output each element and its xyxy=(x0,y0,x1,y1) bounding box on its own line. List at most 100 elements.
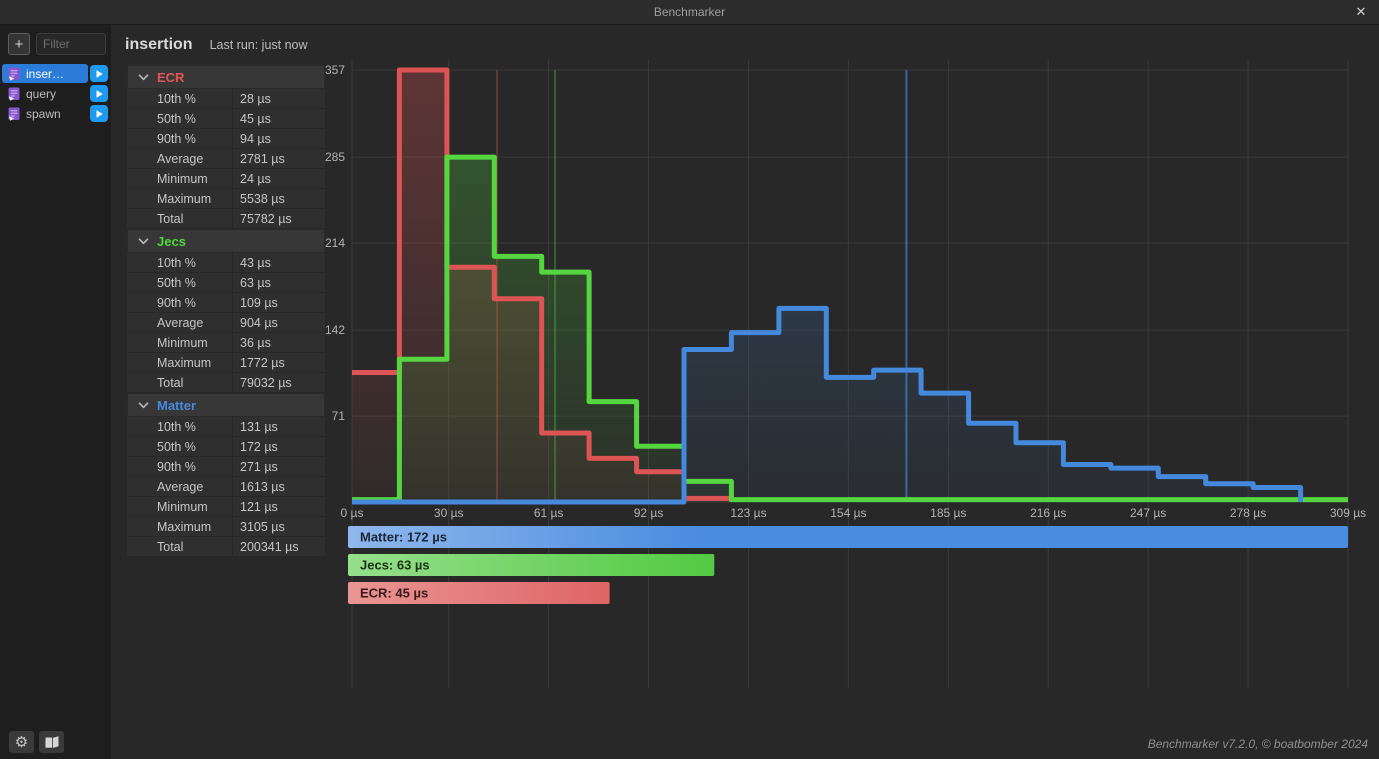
stat-row: 90th % 109 µs xyxy=(127,293,325,313)
benchmark-item[interactable]: query xyxy=(2,84,108,103)
stat-row: 10th % 43 µs xyxy=(127,253,325,273)
stat-label: Maximum xyxy=(157,191,212,206)
benchmark-item-main[interactable]: inser… xyxy=(2,64,88,83)
script-icon xyxy=(8,87,20,101)
stat-value: 131 µs xyxy=(232,417,325,436)
sidebar-bottom-toolbar: ⚙ xyxy=(9,731,64,753)
docs-button[interactable] xyxy=(39,731,64,753)
run-benchmark-button[interactable] xyxy=(90,105,108,122)
add-benchmark-button[interactable]: + xyxy=(8,33,30,55)
stat-label: Total xyxy=(157,375,184,390)
legend-bar-highlight xyxy=(348,554,715,576)
stat-row: Total 79032 µs xyxy=(127,373,325,393)
stat-value: 271 µs xyxy=(232,457,325,476)
stat-label: Minimum xyxy=(157,335,208,350)
benchmark-item-main[interactable]: spawn xyxy=(2,104,88,123)
stat-label: 50th % xyxy=(157,439,196,454)
main-header: insertion Last run: just now xyxy=(125,36,308,54)
stat-row: Maximum 5538 µs xyxy=(127,189,325,209)
series-line-matter xyxy=(352,305,1304,505)
y-axis-label: 71 xyxy=(332,409,346,423)
version-label: Benchmarker v7.2.0, © boatbomber 2024 xyxy=(1147,737,1368,751)
sidebar: + inser… query spawn ⚙ xyxy=(0,25,111,759)
y-axis-label: 142 xyxy=(325,323,345,337)
legend-bar-matter xyxy=(348,526,1348,548)
stats-section-name: ECR xyxy=(157,69,185,85)
stat-label: 90th % xyxy=(157,459,196,474)
run-benchmark-button[interactable] xyxy=(90,85,108,102)
stat-value: 2781 µs xyxy=(232,149,325,168)
stats-panel: ECR 10th % 28 µs 50th % 45 µs 90th % 94 µs Aver… xyxy=(127,65,325,557)
stat-value: 45 µs xyxy=(232,109,325,128)
stats-section-header-jecs[interactable]: Jecs xyxy=(127,229,325,253)
legend-bar-label: ECR: 45 µs xyxy=(360,586,428,601)
stats-section-header-matter[interactable]: Matter xyxy=(127,393,325,417)
stat-row: 10th % 28 µs xyxy=(127,89,325,109)
stat-label: Total xyxy=(157,211,184,226)
chevron-down-icon xyxy=(138,237,149,244)
stat-value: 43 µs xyxy=(232,253,325,272)
stat-row: Average 904 µs xyxy=(127,313,325,333)
stat-label: Maximum xyxy=(157,519,212,534)
stat-row: 50th % 63 µs xyxy=(127,273,325,293)
legend-bar-highlight xyxy=(348,526,1348,548)
stat-value: 94 µs xyxy=(232,129,325,148)
series-fill-jecs xyxy=(352,157,1348,502)
page-title: insertion xyxy=(125,36,193,53)
series-line-jecs xyxy=(352,154,1348,503)
play-icon xyxy=(96,109,103,118)
stat-row: 50th % 45 µs xyxy=(127,109,325,129)
sidebar-toolbar: + xyxy=(0,25,111,55)
stat-value: 109 µs xyxy=(232,293,325,312)
play-icon xyxy=(96,89,103,98)
gear-icon: ⚙ xyxy=(14,734,29,751)
benchmark-item-label: query xyxy=(26,86,57,101)
last-run-label: Last run: just now xyxy=(209,38,308,52)
stat-value: 1613 µs xyxy=(232,477,325,496)
y-axis-label: 357 xyxy=(325,63,345,77)
stat-label: 90th % xyxy=(157,131,196,146)
benchmark-item-label: spawn xyxy=(26,106,61,121)
stat-label: 90th % xyxy=(157,295,196,310)
stat-value: 200341 µs xyxy=(232,537,325,556)
book-icon xyxy=(45,735,58,748)
stat-row: Minimum 121 µs xyxy=(127,497,325,517)
stat-value: 28 µs xyxy=(232,89,325,108)
titlebar: Benchmarker ✕ xyxy=(0,0,1379,25)
stat-row: Average 1613 µs xyxy=(127,477,325,497)
benchmark-item[interactable]: spawn xyxy=(2,104,108,123)
stat-row: Maximum 3105 µs xyxy=(127,517,325,537)
legend-bar-highlight xyxy=(348,582,610,604)
close-icon[interactable]: ✕ xyxy=(1352,0,1370,24)
settings-button[interactable]: ⚙ xyxy=(9,731,34,753)
stat-row: Minimum 24 µs xyxy=(127,169,325,189)
series-fill-matter xyxy=(352,308,1301,502)
series-fill-ecr xyxy=(352,70,732,502)
stat-value: 1772 µs xyxy=(232,353,325,372)
x-axis-label: 185 µs xyxy=(930,506,966,520)
stat-row: Total 75782 µs xyxy=(127,209,325,229)
x-axis-label: 0 µs xyxy=(341,506,364,520)
benchmark-item[interactable]: inser… xyxy=(2,64,108,83)
legend-bar-label: Jecs: 63 µs xyxy=(360,558,430,573)
benchmark-list: inser… query spawn xyxy=(0,64,111,123)
benchmark-item-label: inser… xyxy=(26,66,65,81)
stat-value: 172 µs xyxy=(232,437,325,456)
stat-label: 50th % xyxy=(157,111,196,126)
stat-row: 50th % 172 µs xyxy=(127,437,325,457)
stats-section-header-ecr[interactable]: ECR xyxy=(127,65,325,89)
legend-bar-jecs xyxy=(348,554,715,576)
benchmark-item-main[interactable]: query xyxy=(2,84,88,103)
stat-label: 10th % xyxy=(157,419,196,434)
y-axis-label: 285 xyxy=(325,150,345,164)
run-benchmark-button[interactable] xyxy=(90,65,108,82)
legend-bar-label: Matter: 172 µs xyxy=(360,530,447,545)
script-icon xyxy=(8,107,20,121)
stat-label: Maximum xyxy=(157,355,212,370)
chevron-down-icon xyxy=(138,73,149,80)
stat-row: Total 200341 µs xyxy=(127,537,325,557)
filter-input[interactable] xyxy=(36,33,106,55)
stat-value: 75782 µs xyxy=(232,209,325,228)
chevron-down-icon xyxy=(138,401,149,408)
x-axis-label: 61 µs xyxy=(534,506,564,520)
